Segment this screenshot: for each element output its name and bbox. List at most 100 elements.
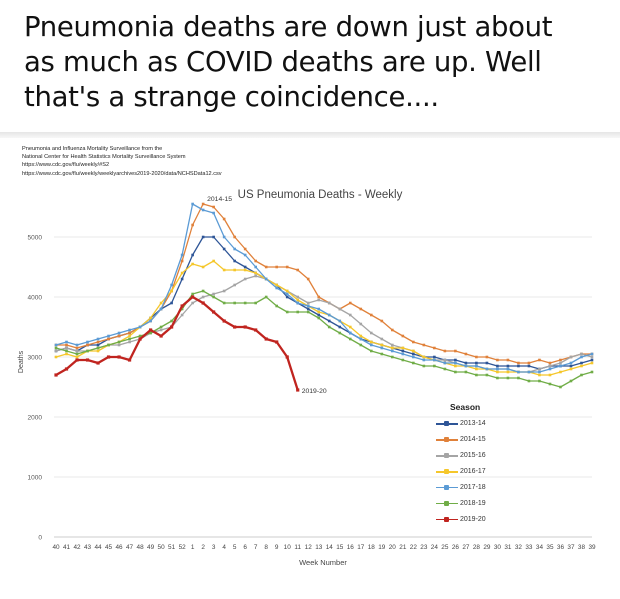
data-point bbox=[369, 313, 373, 317]
data-point bbox=[222, 289, 226, 293]
data-point bbox=[96, 340, 100, 344]
x-tick-label: 32 bbox=[515, 544, 523, 551]
data-point bbox=[233, 247, 236, 251]
x-tick-label: 42 bbox=[73, 544, 81, 551]
data-point bbox=[559, 385, 562, 389]
data-point bbox=[296, 388, 300, 392]
x-tick-label: 49 bbox=[147, 544, 155, 551]
series-lines bbox=[54, 202, 594, 392]
data-point bbox=[96, 343, 100, 347]
legend-item-2015-16: 2015-16 bbox=[436, 448, 516, 464]
data-point bbox=[464, 364, 468, 368]
x-tick-label: 6 bbox=[243, 544, 247, 551]
x-tick-label: 28 bbox=[473, 544, 481, 551]
data-point bbox=[538, 370, 541, 374]
legend-label: 2014-15 bbox=[460, 436, 486, 444]
legend-item-2014-15: 2014-15 bbox=[436, 432, 516, 448]
data-point bbox=[201, 235, 205, 239]
x-tick-label: 40 bbox=[52, 544, 60, 551]
data-point bbox=[75, 343, 79, 347]
data-point bbox=[569, 355, 573, 359]
data-point bbox=[222, 268, 226, 272]
x-tick-label: 2 bbox=[201, 544, 205, 551]
data-point bbox=[475, 355, 478, 359]
legend-swatch bbox=[436, 468, 458, 476]
data-point bbox=[149, 331, 152, 335]
x-tick-label: 8 bbox=[264, 544, 268, 551]
data-point bbox=[149, 319, 152, 323]
data-point bbox=[359, 343, 363, 347]
data-point bbox=[54, 346, 58, 350]
data-point bbox=[296, 298, 300, 302]
data-point bbox=[538, 373, 541, 377]
x-tick-label: 14 bbox=[326, 544, 334, 551]
data-point bbox=[54, 355, 58, 359]
data-point bbox=[138, 337, 142, 341]
data-point bbox=[527, 379, 531, 383]
data-point bbox=[506, 358, 510, 362]
data-point bbox=[538, 379, 541, 383]
x-tick-label: 27 bbox=[462, 544, 470, 551]
x-tick-label: 16 bbox=[347, 544, 355, 551]
data-point bbox=[443, 367, 447, 371]
y-tick-label: 4000 bbox=[28, 295, 43, 302]
data-point bbox=[64, 367, 69, 371]
x-tick-label: 33 bbox=[525, 544, 533, 551]
legend-label: 2016-17 bbox=[460, 468, 486, 476]
data-point bbox=[243, 268, 247, 272]
data-point bbox=[222, 235, 226, 239]
x-tick-label: 30 bbox=[494, 544, 502, 551]
data-point bbox=[212, 235, 215, 239]
data-point bbox=[369, 340, 373, 344]
data-point bbox=[191, 223, 194, 227]
data-point bbox=[138, 334, 142, 338]
data-point bbox=[348, 301, 352, 305]
data-point bbox=[433, 364, 436, 368]
data-point bbox=[433, 355, 436, 359]
x-tick-label: 5 bbox=[233, 544, 237, 551]
data-point bbox=[117, 343, 121, 347]
x-tick-label: 52 bbox=[179, 544, 187, 551]
data-point bbox=[412, 349, 415, 353]
data-point bbox=[359, 322, 363, 326]
x-tick-label: 37 bbox=[567, 544, 575, 551]
x-tick-label: 50 bbox=[158, 544, 166, 551]
data-point bbox=[128, 334, 131, 338]
data-point bbox=[496, 370, 499, 374]
data-point bbox=[590, 361, 594, 365]
x-tick-label: 20 bbox=[389, 544, 397, 551]
x-tick-label: 25 bbox=[441, 544, 449, 551]
data-point bbox=[454, 364, 457, 368]
data-point bbox=[580, 361, 583, 365]
data-point bbox=[75, 355, 79, 359]
data-point bbox=[401, 346, 405, 350]
x-tick-label: 38 bbox=[578, 544, 586, 551]
data-point bbox=[422, 358, 426, 362]
data-point bbox=[180, 277, 184, 281]
x-tick-label: 39 bbox=[588, 544, 596, 551]
source-link-1: https://www.cdc.gov/flu/weekly/#S2 bbox=[22, 162, 110, 169]
data-point bbox=[254, 274, 257, 278]
data-point bbox=[306, 301, 310, 305]
data-point bbox=[348, 325, 352, 329]
data-point bbox=[212, 292, 215, 296]
data-point bbox=[559, 364, 562, 368]
data-point bbox=[380, 343, 384, 347]
annotation-label: 2019-20 bbox=[302, 388, 327, 395]
data-point bbox=[170, 283, 173, 287]
data-point bbox=[96, 361, 100, 365]
data-point bbox=[212, 205, 215, 209]
x-tick-label: 26 bbox=[452, 544, 460, 551]
data-point bbox=[75, 346, 79, 350]
data-point bbox=[412, 355, 415, 359]
data-point bbox=[464, 352, 468, 356]
source-line-1: Pneumonia and Influenza Mortality Survei… bbox=[22, 146, 163, 152]
data-point bbox=[454, 370, 457, 374]
data-point bbox=[506, 367, 510, 371]
data-point bbox=[496, 358, 499, 362]
x-tick-label: 15 bbox=[336, 544, 344, 551]
y-tick-label: 0 bbox=[38, 535, 42, 542]
data-point bbox=[117, 334, 121, 338]
data-point bbox=[412, 340, 415, 344]
